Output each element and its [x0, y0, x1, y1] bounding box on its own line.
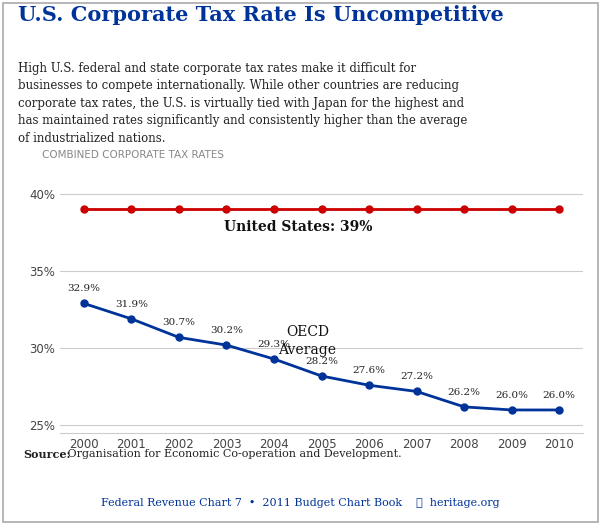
Text: 26.0%: 26.0%: [495, 391, 528, 400]
Text: OECD
Average: OECD Average: [278, 325, 337, 358]
Text: 30.7%: 30.7%: [162, 318, 195, 328]
Text: U.S. Corporate Tax Rate Is Uncompetitive: U.S. Corporate Tax Rate Is Uncompetitive: [18, 5, 504, 25]
Text: COMBINED CORPORATE TAX RATES: COMBINED CORPORATE TAX RATES: [42, 150, 224, 160]
Text: 28.2%: 28.2%: [305, 357, 338, 366]
Text: 30.2%: 30.2%: [210, 326, 243, 335]
Text: High U.S. federal and state corporate tax rates make it difficult for
businesses: High U.S. federal and state corporate ta…: [18, 62, 468, 145]
Text: Federal Revenue Chart 7  •  2011 Budget Chart Book    🗷  heritage.org: Federal Revenue Chart 7 • 2011 Budget Ch…: [101, 498, 500, 508]
Text: 31.9%: 31.9%: [115, 300, 148, 309]
Text: 26.2%: 26.2%: [448, 388, 481, 397]
Text: 27.6%: 27.6%: [353, 366, 386, 375]
Text: 27.2%: 27.2%: [400, 372, 433, 381]
Text: 26.0%: 26.0%: [543, 391, 576, 400]
Text: United States: 39%: United States: 39%: [224, 220, 372, 234]
Text: Organisation for Economic Co-operation and Development.: Organisation for Economic Co-operation a…: [64, 449, 402, 459]
Text: 32.9%: 32.9%: [67, 285, 100, 293]
Text: Source:: Source:: [23, 449, 71, 460]
Text: 29.3%: 29.3%: [257, 340, 290, 349]
